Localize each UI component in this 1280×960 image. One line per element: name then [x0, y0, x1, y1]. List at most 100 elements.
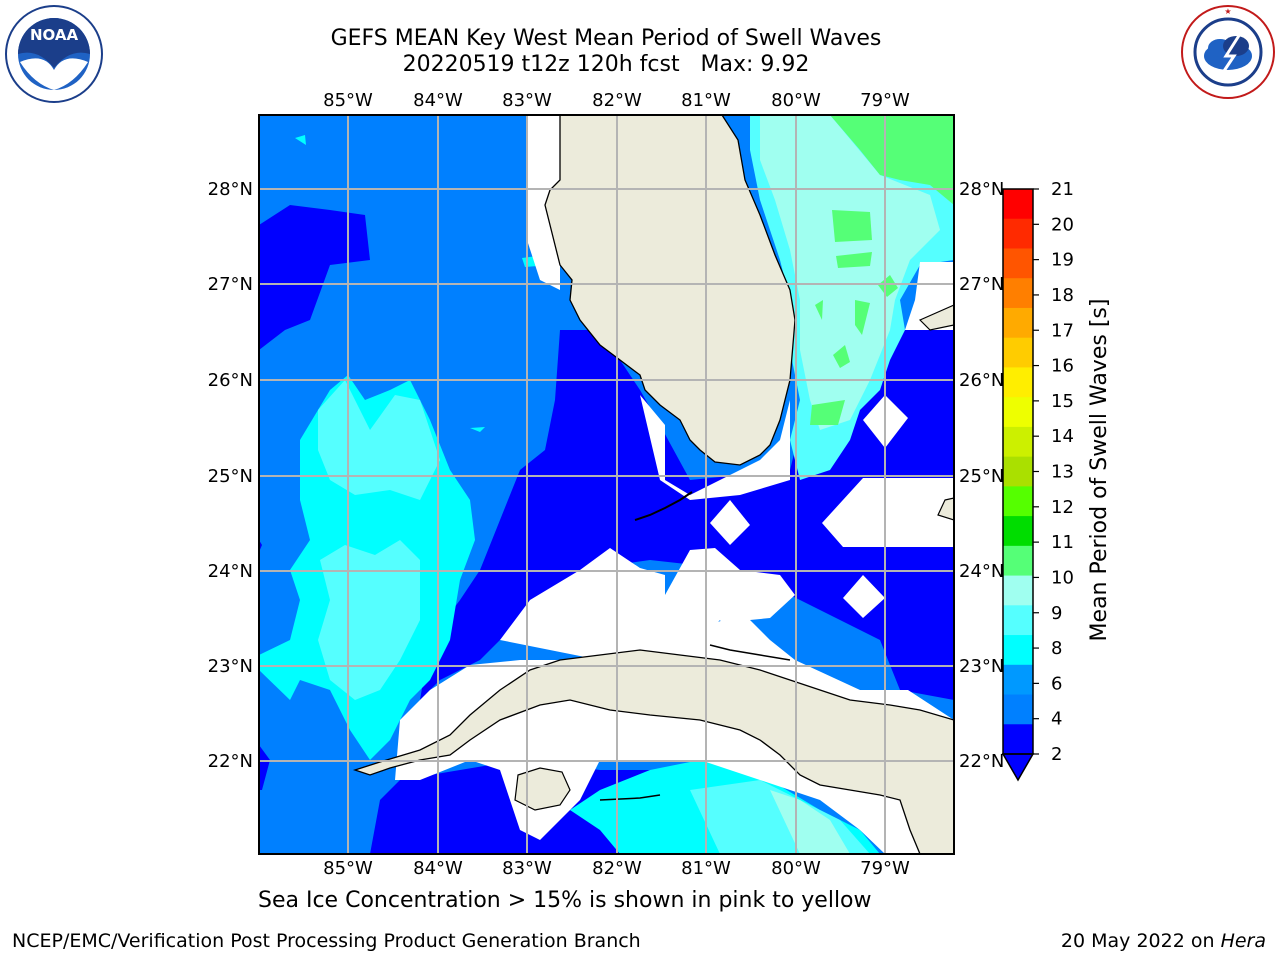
lon-labels-top: 85°W 84°W 83°W 82°W 81°W 80°W 79°W	[323, 90, 910, 111]
lon-label: 83°W	[502, 90, 552, 111]
lon-label: 84°W	[413, 858, 463, 879]
colorbar-tick-label: 17	[1051, 320, 1074, 341]
title-line-2: 20220519 t12z 120h fcst Max: 9.92	[402, 52, 810, 77]
nws-logo: ★	[1181, 5, 1275, 99]
lat-label: 23°N	[208, 656, 253, 677]
colorbar-tick-label: 13	[1051, 462, 1074, 483]
lon-label: 85°W	[323, 858, 373, 879]
colorbar-tick-label: 2	[1051, 744, 1062, 765]
svg-text:★: ★	[1224, 7, 1231, 16]
colorbar-segment	[1003, 724, 1033, 755]
colorbar-segment	[1003, 635, 1033, 666]
lat-label: 22°N	[959, 751, 1004, 772]
lon-label: 85°W	[323, 90, 373, 111]
lon-label: 84°W	[413, 90, 463, 111]
colorbar-tick-label: 20	[1051, 214, 1074, 235]
lat-label: 25°N	[959, 466, 1004, 487]
lon-labels-bottom: 85°W 84°W 83°W 82°W 81°W 80°W 79°W	[323, 858, 910, 879]
lon-label: 81°W	[681, 90, 731, 111]
lon-label: 81°W	[681, 858, 731, 879]
masked-area	[885, 478, 954, 547]
land-isla-juventud	[514, 767, 571, 811]
lon-label: 82°W	[592, 858, 642, 879]
swell-zone-green	[832, 210, 872, 242]
map-plot-area	[259, 115, 954, 854]
colorbar-tick-label: 8	[1051, 638, 1062, 659]
colorbar-tick-label: 21	[1051, 179, 1074, 200]
colorbar-segment	[1003, 218, 1033, 249]
lat-label: 27°N	[208, 274, 253, 295]
lat-label: 26°N	[208, 370, 253, 391]
lat-label: 23°N	[959, 656, 1004, 677]
florida-keys	[634, 491, 693, 521]
swell-zone-aqua	[318, 540, 420, 700]
swell-zone-pale	[760, 115, 940, 430]
swell-zone-green	[815, 300, 823, 320]
lon-label: 79°W	[860, 858, 910, 879]
colorbar-segment	[1003, 664, 1033, 696]
colorbar-tick-label: 4	[1051, 709, 1062, 730]
colorbar-segment	[1003, 456, 1033, 487]
masked-area	[710, 500, 750, 545]
colorbar-tick-label: 12	[1051, 497, 1074, 518]
lat-label: 22°N	[208, 751, 253, 772]
lon-label: 83°W	[502, 858, 552, 879]
cuba-cays	[599, 644, 791, 801]
colorbar-tick-label: 6	[1051, 673, 1062, 694]
lat-label: 24°N	[959, 561, 1004, 582]
colorbar-tick-label: 19	[1051, 250, 1074, 271]
colorbar-segment	[1003, 367, 1033, 398]
colorbar-segment	[1003, 545, 1033, 577]
colorbar-segment	[1003, 278, 1033, 309]
colorbar-tick-label: 15	[1051, 391, 1074, 412]
land-florida	[544, 115, 796, 466]
land-bahamas	[937, 497, 954, 521]
masked-area	[822, 478, 885, 547]
colorbar-tick-label: 11	[1051, 532, 1074, 553]
swell-zone-green	[810, 400, 845, 425]
lat-label: 26°N	[959, 370, 1004, 391]
colorbar: 21 20 19 18 17 16 15 14 13 12 11 10 9 8 6 4 2	[1001, 179, 1074, 782]
map-frame	[258, 114, 955, 855]
footer-date: 20 May 2022 on Hera	[1061, 930, 1266, 952]
lat-label: 28°N	[959, 179, 1004, 200]
lat-label: 24°N	[208, 561, 253, 582]
lon-label: 80°W	[771, 90, 821, 111]
swell-zone-green	[830, 115, 954, 205]
colorbar-segment	[1003, 516, 1033, 547]
lat-label: 27°N	[959, 274, 1004, 295]
colorbar-tick-label: 18	[1051, 285, 1074, 306]
masked-area	[640, 395, 790, 500]
colorbar-extend-triangle	[1001, 753, 1035, 782]
lat-label: 28°N	[208, 179, 253, 200]
swell-zone-dark-blue	[259, 205, 370, 350]
swell-zone-green	[878, 275, 898, 297]
land-cuba	[352, 649, 954, 854]
footer-host: Hera	[1220, 930, 1266, 952]
footer-credit: NCEP/EMC/Verification Post Processing Pr…	[12, 930, 641, 952]
colorbar-segment	[1003, 486, 1033, 517]
swell-zone-cyan	[295, 135, 306, 145]
lat-label: 25°N	[208, 466, 253, 487]
caption: Sea Ice Concentration > 15% is shown in …	[258, 888, 872, 913]
colorbar-tick-label: 16	[1051, 356, 1074, 377]
masked-area	[500, 548, 795, 660]
colorbar-segment	[1003, 426, 1033, 458]
swell-zone-pale	[770, 790, 850, 854]
swell-zone-green	[836, 252, 872, 268]
title-line-1: GEFS MEAN Key West Mean Period of Swell …	[330, 26, 882, 51]
colorbar-segment	[1003, 337, 1033, 368]
graticule	[259, 115, 954, 854]
colorbar-segment	[1003, 397, 1033, 428]
colorbar-label: Mean Period of Swell Waves [s]	[1087, 299, 1112, 642]
noaa-logo: NOAA	[5, 5, 103, 103]
colorbar-segment	[1003, 307, 1033, 339]
chart-title: GEFS MEAN Key West Mean Period of Swell …	[256, 26, 956, 78]
lon-label: 79°W	[860, 90, 910, 111]
colorbar-tick-label: 10	[1051, 567, 1074, 588]
lon-label: 82°W	[592, 90, 642, 111]
lat-labels-right: 28°N 27°N 26°N 25°N 24°N 23°N 22°N	[959, 179, 1004, 772]
masked-area	[843, 575, 885, 618]
swell-zone-dark-blue	[259, 745, 270, 790]
swell-zone-cyan	[470, 427, 485, 432]
